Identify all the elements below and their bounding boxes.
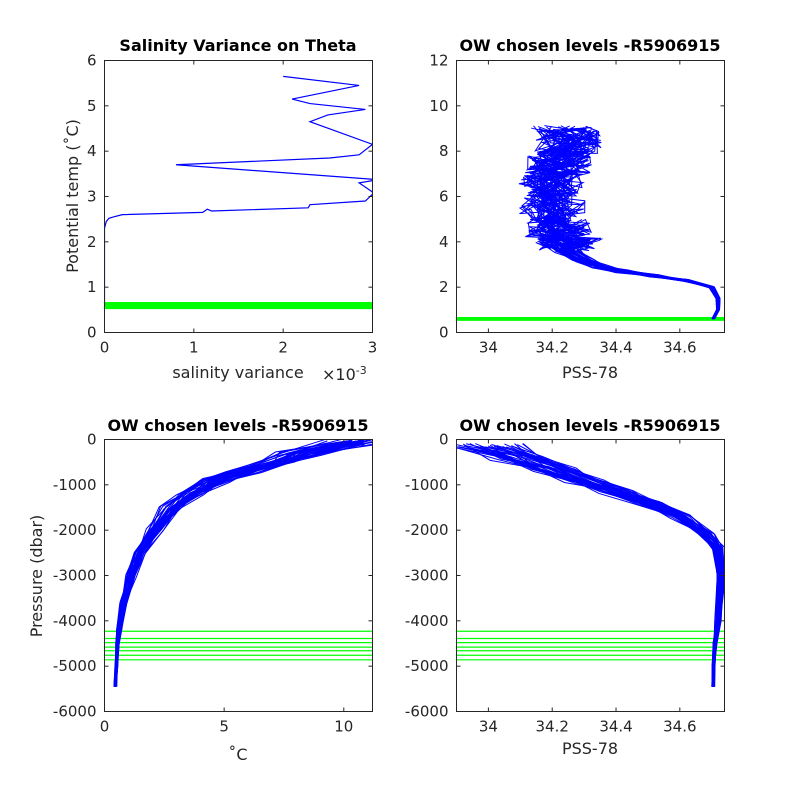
panel-theta-salinity: OW chosen levels -R5906915 34 34.2 34.4 34.… xyxy=(429,36,725,382)
x-tick-label: 2 xyxy=(278,339,288,357)
profile-line xyxy=(458,446,719,687)
x-tick-label: 34.4 xyxy=(599,339,632,357)
x-tick-label: 34 xyxy=(479,718,498,736)
panel-1-x-label: salinity variance xyxy=(172,363,303,382)
y-tick-label: -6000 xyxy=(53,703,97,721)
y-tick-label: 0 xyxy=(87,324,97,342)
x-tick-label: 5 xyxy=(219,718,229,736)
y-tick-label: 8 xyxy=(439,142,449,160)
y-tick-label: 2 xyxy=(439,278,449,296)
y-tick-label: 10 xyxy=(429,97,448,115)
panel-2-ticks: 34 34.2 34.4 34.6 0 2 4 6 8 10 12 xyxy=(429,52,725,357)
profile-line xyxy=(115,444,373,687)
profile-line xyxy=(113,440,347,687)
panel-4-title: OW chosen levels -R5906915 xyxy=(459,416,720,435)
y-tick-label: 4 xyxy=(439,233,449,251)
x-tick-label: 34 xyxy=(479,339,498,357)
panel-3-x-label: ˚C xyxy=(228,745,247,764)
y-tick-label: 4 xyxy=(87,142,97,160)
panel-3-title: OW chosen levels -R5906915 xyxy=(107,416,368,435)
y-tick-label: 3 xyxy=(87,188,97,206)
x-tick-label: 0 xyxy=(100,339,110,357)
y-tick-label: -1000 xyxy=(53,476,97,494)
x-tick-label: 34.6 xyxy=(663,339,696,357)
panel-4-x-label: PSS-78 xyxy=(562,739,618,758)
panel-3-y-label: Pressure (dbar) xyxy=(27,515,46,638)
profile-line xyxy=(522,443,725,687)
y-tick-label: -5000 xyxy=(405,657,449,675)
y-tick-label: 0 xyxy=(439,431,449,449)
panel-1-y-label: Potential temp (˚C) xyxy=(63,119,82,273)
panel-temperature-pressure: OW chosen levels -R5906915 0 5 10 -6000 -500… xyxy=(27,416,373,764)
y-tick-label: -1000 xyxy=(405,476,449,494)
y-tick-label: 12 xyxy=(429,52,448,70)
x-tick-label: 10 xyxy=(334,718,353,736)
x-tick-label: 34.2 xyxy=(536,339,569,357)
x-tick-label: 3 xyxy=(368,339,378,357)
panel-2-title: OW chosen levels -R5906915 xyxy=(459,36,720,55)
y-tick-label: -2000 xyxy=(405,521,449,539)
x-tick-label: 34.4 xyxy=(599,718,632,736)
panel-salinity-variance: Salinity Variance on Theta 0 1 2 3 0 1 2 3 4 5 6 s… xyxy=(63,36,377,384)
y-tick-label: -6000 xyxy=(405,703,449,721)
profile-line xyxy=(517,444,725,687)
panel-1-plot-area xyxy=(104,75,373,310)
y-tick-label: 5 xyxy=(87,97,97,115)
y-tick-label: 1 xyxy=(87,278,97,296)
panel-1-ticks: 0 1 2 3 0 1 2 3 4 5 6 xyxy=(87,52,377,357)
y-tick-label: 2 xyxy=(87,233,97,251)
panel-4-plot-area xyxy=(456,442,725,687)
x-tick-label: 0 xyxy=(100,718,110,736)
panel-2-plot-area xyxy=(456,125,725,321)
x-tick-label: 1 xyxy=(189,339,199,357)
profile-line xyxy=(533,129,718,320)
x-tick-label: 34.2 xyxy=(536,718,569,736)
y-tick-label: 0 xyxy=(87,431,97,449)
y-tick-label: -3000 xyxy=(53,567,97,585)
panel-2-x-label: PSS-78 xyxy=(562,363,618,382)
panel-3-plot-area xyxy=(104,439,373,687)
y-tick-label: -4000 xyxy=(53,612,97,630)
profile-line xyxy=(470,448,720,687)
y-tick-label: -2000 xyxy=(53,521,97,539)
panel-1-x-exponent: ×10-3 xyxy=(322,364,367,384)
panel-3-ticks: 0 5 10 -6000 -5000 -4000 -3000 -2000 -1000 0 xyxy=(53,431,373,736)
panel-4-ticks: 34 34.2 34.4 34.6 -6000 -5000 -4000 -3000 -2000 -… xyxy=(405,431,725,736)
y-tick-label: 6 xyxy=(439,188,449,206)
y-tick-label: 0 xyxy=(439,324,449,342)
y-tick-label: -3000 xyxy=(405,567,449,585)
panel-salinity-pressure: OW chosen levels -R5906915 34 34.2 34.4 34.… xyxy=(405,416,725,758)
y-tick-label: 6 xyxy=(87,52,97,70)
y-tick-label: -4000 xyxy=(405,612,449,630)
y-tick-label: -5000 xyxy=(53,657,97,675)
variance-series-line xyxy=(104,75,373,306)
profile-line xyxy=(113,443,341,687)
panel-1-title: Salinity Variance on Theta xyxy=(119,36,356,55)
profile-line xyxy=(115,441,373,687)
x-tick-label: 34.6 xyxy=(663,718,696,736)
